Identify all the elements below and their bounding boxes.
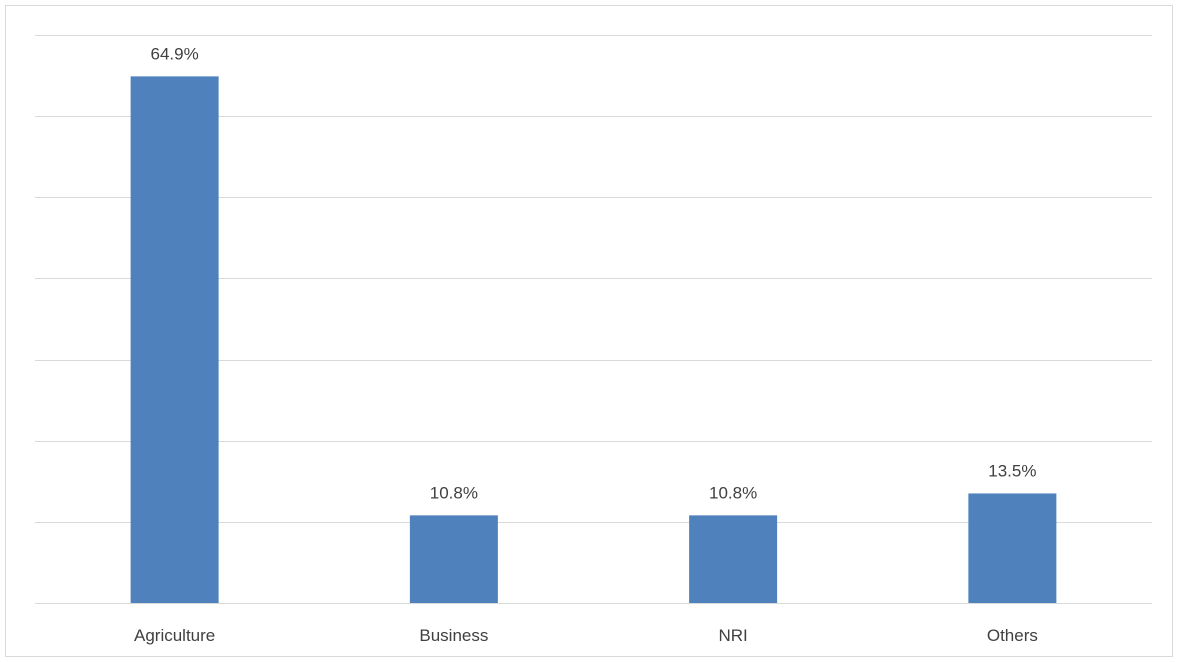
bars (130, 76, 1057, 603)
gridlines (35, 35, 1152, 604)
category-label-nri: NRI (718, 626, 747, 645)
category-label-others: Others (987, 626, 1038, 645)
data-labels: 64.9% 10.8% 10.8% 13.5% (151, 44, 1037, 502)
data-label-nri: 10.8% (709, 483, 757, 502)
data-label-business: 10.8% (430, 483, 478, 502)
category-label-agriculture: Agriculture (134, 626, 215, 645)
category-label-business: Business (419, 626, 488, 645)
bar-business (409, 515, 498, 603)
data-label-others: 13.5% (988, 461, 1036, 480)
bar-agriculture (130, 76, 219, 603)
bar-nri (689, 515, 778, 603)
category-tick-labels: Agriculture Business NRI Others (134, 626, 1038, 645)
bar-others (968, 493, 1057, 603)
data-label-agriculture: 64.9% (151, 44, 199, 63)
